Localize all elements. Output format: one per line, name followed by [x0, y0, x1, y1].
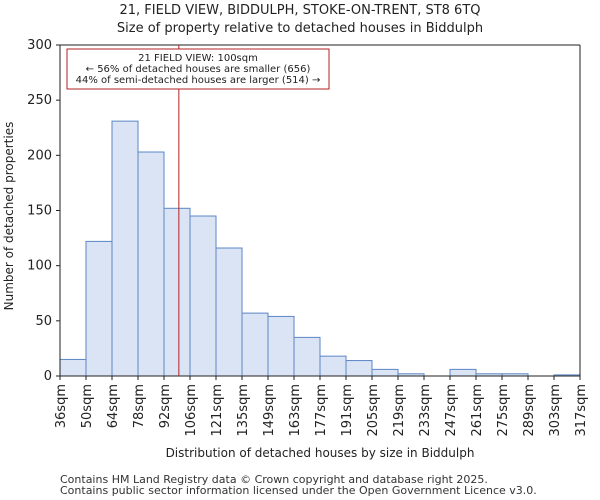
x-tick-label: 177sqm: [314, 384, 329, 437]
y-tick-label: 0: [44, 369, 52, 384]
annotation-box: [66, 48, 330, 90]
x-tick-label: 261sqm: [470, 384, 485, 437]
x-tick-label: 163sqm: [288, 384, 303, 437]
x-tick-label: 247sqm: [444, 384, 459, 437]
x-tick-label: 303sqm: [548, 384, 563, 437]
y-tick-label: 200: [27, 148, 52, 163]
x-tick-label: 78sqm: [132, 384, 147, 428]
chart-subtitle: Size of property relative to detached ho…: [116, 21, 484, 36]
annotation-line-3: 44% of semi-detached houses are larger (…: [76, 75, 321, 86]
bar: [371, 368, 399, 377]
x-tick-label: 135sqm: [236, 384, 251, 437]
footer-line-1: Contains HM Land Registry data © Crown c…: [60, 473, 488, 486]
bar: [163, 207, 191, 377]
x-tick-label: 64sqm: [106, 384, 121, 428]
x-tick-label: 289sqm: [522, 384, 537, 437]
bar: [449, 368, 477, 377]
bar: [189, 215, 217, 377]
y-tick-label: 300: [27, 38, 52, 53]
bar: [345, 360, 373, 377]
x-tick-label: 275sqm: [496, 384, 511, 437]
y-axis: 0 50 100 150 200 250 300: [27, 38, 581, 384]
x-tick-label: 205sqm: [366, 384, 381, 437]
y-tick-label: 100: [27, 259, 52, 274]
x-tick-label: 191sqm: [340, 384, 355, 437]
annotation-line-2: ← 56% of detached houses are smaller (65…: [86, 64, 311, 75]
x-tick-label: 92sqm: [158, 384, 173, 428]
bar: [85, 240, 113, 377]
bar: [215, 247, 243, 377]
x-tick-label: 233sqm: [418, 384, 433, 437]
x-axis-label: Distribution of detached houses by size …: [166, 446, 475, 460]
bar: [319, 355, 347, 377]
x-tick-label: 121sqm: [210, 384, 225, 437]
footer-line-2: Contains public sector information licen…: [60, 484, 537, 497]
annotation-line-1: 21 FIELD VIEW: 100sqm: [138, 53, 258, 64]
bar: [241, 312, 269, 377]
x-tick-label: 106sqm: [184, 384, 199, 437]
x-tick-label: 50sqm: [80, 384, 95, 428]
bar: [111, 120, 139, 377]
bar: [267, 315, 295, 377]
bar: [59, 358, 87, 377]
x-axis: 36sqm 50sqm 64sqm 78sqm 92sqm 106sqm 121sqm 135…: [54, 375, 589, 437]
x-tick-label: 36sqm: [54, 384, 69, 428]
x-tick-label: 219sqm: [392, 384, 407, 437]
y-tick-label: 50: [35, 314, 52, 329]
x-tick-label: 149sqm: [262, 384, 277, 437]
marker-group: 21 FIELD VIEW: 100sqm← 56% of detached h…: [66, 45, 330, 376]
bars-group: [59, 120, 581, 377]
bar: [293, 336, 321, 377]
y-tick-label: 250: [27, 93, 52, 108]
bar: [137, 151, 165, 377]
y-axis-label: Number of detached properties: [2, 122, 16, 311]
chart-title: 21, FIELD VIEW, BIDDULPH, STOKE-ON-TRENT…: [119, 3, 481, 18]
x-tick-label: 317sqm: [574, 384, 589, 437]
y-tick-label: 150: [27, 204, 52, 219]
